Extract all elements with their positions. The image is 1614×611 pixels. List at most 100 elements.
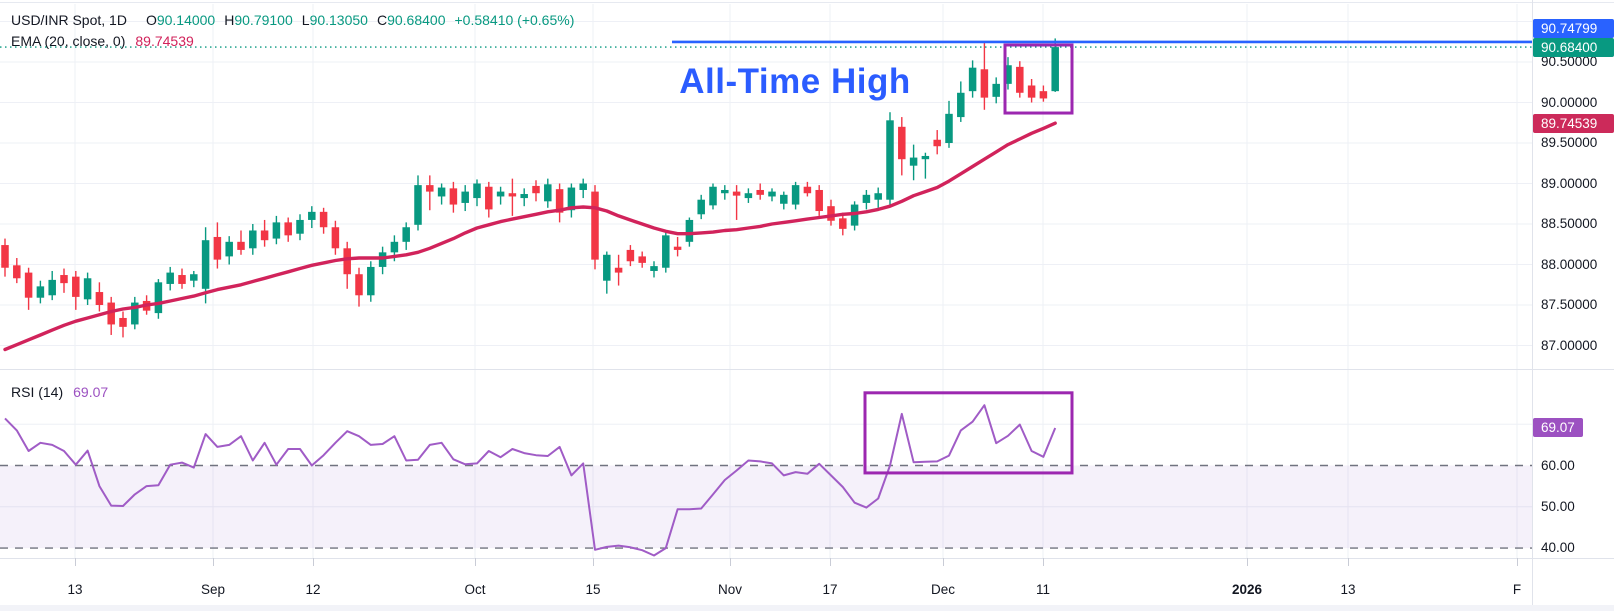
candle — [426, 185, 434, 192]
candle — [154, 282, 163, 314]
all-time-high-annotation[interactable]: All-Time High — [679, 62, 911, 101]
candle — [673, 246, 682, 250]
ohlc-field-value: 90.68400 — [387, 12, 446, 28]
candle — [685, 219, 694, 242]
candle — [544, 184, 552, 202]
rsi-band — [0, 464, 1532, 549]
candle — [496, 191, 505, 197]
ohlc-field-label: O — [145, 12, 157, 28]
rsi-value: 69.07 — [73, 384, 109, 400]
candle — [898, 126, 906, 160]
candle — [874, 193, 882, 200]
candle — [119, 317, 127, 327]
ohlc-field-label: C — [376, 12, 388, 28]
candle — [260, 230, 269, 241]
candle — [638, 256, 646, 263]
candle — [839, 218, 847, 229]
ema-line[interactable] — [3, 121, 1057, 352]
ohlc-field-value: 90.14000 — [156, 12, 216, 28]
candle — [650, 266, 658, 271]
ema-value: 89.74539 — [135, 33, 194, 49]
ohlc-values: O90.14000 H90.79100 L90.13050 C90.68400 — [137, 12, 446, 28]
time-axis-label: 13 — [67, 582, 83, 597]
rsi-line[interactable] — [4, 404, 1057, 557]
candle — [72, 276, 80, 297]
price-axis-label: 90.50000 — [1541, 54, 1598, 69]
candle — [402, 227, 410, 242]
top-border — [0, 2, 1614, 3]
candle — [473, 183, 481, 199]
candle — [626, 249, 635, 262]
time-axis-label: 11 — [1035, 582, 1050, 597]
time-axis-tick — [1348, 558, 1349, 566]
time-axis-tick — [313, 558, 314, 566]
candle — [591, 191, 599, 260]
ema-value-badge: 89.74539 — [1533, 113, 1614, 133]
candle — [732, 191, 741, 196]
candle — [1051, 47, 1059, 92]
time-axis-tick — [475, 558, 476, 566]
ema-legend-row[interactable]: EMA (20, close, 0) 89.74539 — [11, 31, 574, 52]
time-axis-border — [0, 558, 1614, 559]
candle — [697, 199, 705, 215]
time-axis-label: Sep — [200, 582, 226, 597]
ohlc-field-value: 90.79100 — [234, 12, 293, 28]
price-axis-label: 89.50000 — [1541, 135, 1598, 150]
time-axis-tick — [1247, 558, 1248, 566]
candle — [532, 185, 540, 194]
price-axis-label: 89.00000 — [1541, 175, 1598, 191]
symbol-title[interactable]: USD/INR Spot, 1D — [11, 12, 127, 28]
candle — [60, 275, 68, 284]
candle — [803, 186, 812, 194]
pane-divider[interactable] — [0, 369, 1614, 370]
rsi-legend-row[interactable]: RSI (14) 69.07 — [11, 384, 108, 400]
candle — [980, 69, 989, 98]
time-axis-label: 13 — [1340, 582, 1356, 597]
ohlc-field-value: 90.13050 — [309, 12, 368, 28]
legend: USD/INR Spot, 1D O90.14000 H90.79100 L90.13… — [11, 10, 574, 52]
price-axis-label: 88.00000 — [1541, 256, 1598, 272]
candle — [13, 265, 21, 279]
rsi-label[interactable]: RSI (14) — [11, 384, 64, 400]
change-value: +0.58410 (+0.65%) — [454, 12, 575, 28]
candle — [48, 279, 56, 296]
candle — [367, 266, 375, 296]
candle — [508, 193, 517, 197]
time-axis-tick — [730, 558, 731, 566]
candle — [780, 194, 788, 204]
time-axis-tick — [75, 558, 76, 566]
candle — [213, 236, 222, 260]
symbol-legend-row[interactable]: USD/INR Spot, 1D O90.14000 H90.79100 L90.13… — [11, 10, 574, 31]
candle — [662, 235, 670, 268]
time-axis-label: 15 — [585, 582, 601, 597]
candle — [343, 248, 351, 275]
time-axis-label: 2026 — [1231, 582, 1263, 597]
candle — [1016, 66, 1024, 93]
candle — [1, 245, 9, 268]
candle — [308, 211, 316, 220]
candle — [166, 272, 174, 284]
candle — [862, 194, 871, 203]
candle — [284, 222, 292, 236]
candle — [768, 191, 776, 197]
candle — [390, 241, 399, 253]
rsi-axis-label: 40.00 — [1541, 540, 1575, 556]
candle — [355, 274, 363, 296]
candle — [992, 83, 1000, 97]
candle — [319, 211, 328, 228]
candle — [614, 267, 623, 273]
rsi-annotation-box[interactable] — [863, 391, 1074, 475]
ema-label[interactable]: EMA (20, close, 0) — [11, 33, 126, 49]
time-axis-label: Nov — [717, 582, 742, 597]
time-axis-tick — [1517, 558, 1518, 566]
candle — [756, 189, 764, 195]
price-annotation-box[interactable] — [1003, 43, 1074, 115]
candle — [909, 157, 918, 166]
candle — [461, 191, 469, 203]
candle — [485, 186, 493, 210]
candle — [249, 230, 257, 249]
candle — [296, 219, 304, 234]
candle — [555, 189, 564, 213]
candle — [567, 187, 576, 211]
